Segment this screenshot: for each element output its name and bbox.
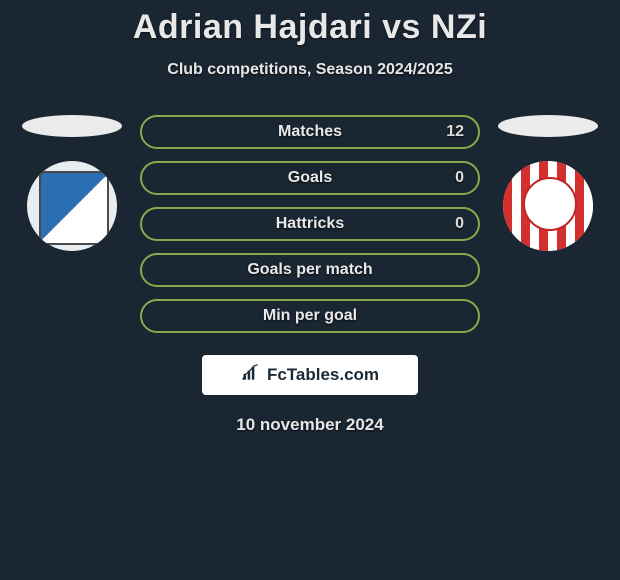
stat-row-goals-per-match: Goals per match: [140, 253, 480, 287]
club-badge-right: [503, 161, 593, 251]
page-title: Adrian Hajdari vs NZi: [0, 0, 620, 47]
club-badge-left: [27, 161, 117, 251]
stat-row-goals: Goals 0: [140, 161, 480, 195]
left-player-column: [22, 115, 122, 251]
stats-list: Matches 12 Goals 0 Hattricks 0 Goals per…: [140, 115, 480, 333]
chart-icon: [241, 363, 261, 388]
stat-label: Matches: [278, 123, 342, 141]
stat-label: Min per goal: [263, 307, 357, 325]
player-silhouette-right: [498, 115, 598, 137]
stat-value-right: 0: [455, 215, 464, 233]
stat-row-hattricks: Hattricks 0: [140, 207, 480, 241]
right-player-column: [498, 115, 598, 251]
stat-value-right: 12: [446, 123, 464, 141]
brand-label: FcTables.com: [267, 365, 379, 385]
stat-label: Goals per match: [247, 261, 372, 279]
date-label: 10 november 2024: [0, 415, 620, 435]
comparison-panel: Matches 12 Goals 0 Hattricks 0 Goals per…: [0, 115, 620, 333]
subtitle: Club competitions, Season 2024/2025: [0, 61, 620, 79]
stat-row-matches: Matches 12: [140, 115, 480, 149]
player-silhouette-left: [22, 115, 122, 137]
stat-label: Hattricks: [276, 215, 344, 233]
stat-row-min-per-goal: Min per goal: [140, 299, 480, 333]
stat-label: Goals: [288, 169, 332, 187]
stat-value-right: 0: [455, 169, 464, 187]
brand-box: FcTables.com: [202, 355, 418, 395]
